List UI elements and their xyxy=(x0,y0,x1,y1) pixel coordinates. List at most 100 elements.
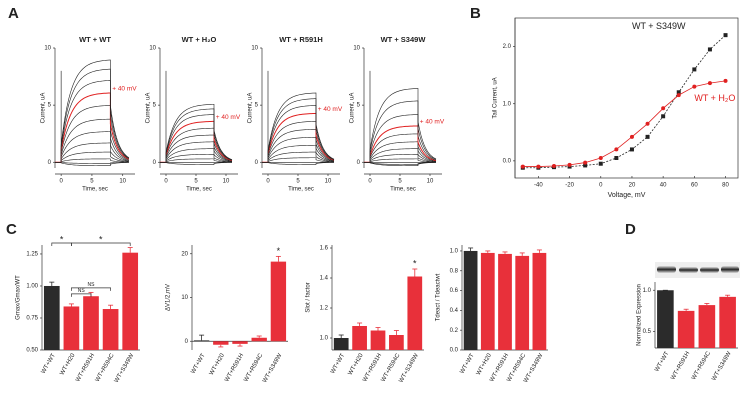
y-tick-label: 10 xyxy=(251,46,258,52)
bar xyxy=(213,341,229,345)
current-trace xyxy=(262,136,335,163)
significance: NS xyxy=(88,282,96,288)
x-tick-label: WT+WT xyxy=(330,353,346,375)
x-axis-label: Voltage, mV xyxy=(608,192,646,199)
x-tick-label: WT+WT xyxy=(190,353,206,375)
significance: * xyxy=(60,234,64,244)
x-tick-label: 0 xyxy=(164,179,168,185)
y-tick-label: 1.6 xyxy=(320,246,329,252)
y-tick-label: 0.0 xyxy=(503,158,512,164)
x-tick-label: 10 xyxy=(119,179,126,185)
marker xyxy=(629,147,634,152)
y-axis-label: Slot / factor xyxy=(306,282,312,312)
x-tick-label: 5 xyxy=(296,179,300,185)
x-axis-label: Time, sec xyxy=(390,187,416,193)
marker xyxy=(707,81,712,86)
current-trace xyxy=(160,141,233,163)
marker xyxy=(661,114,666,119)
marker xyxy=(692,84,697,89)
x-tick-label: WT+S349W xyxy=(711,351,733,382)
current-trace xyxy=(262,92,335,163)
marker xyxy=(536,164,541,169)
x-tick-label: 0 xyxy=(266,179,270,185)
y-tick-label: 0.8 xyxy=(450,268,459,274)
y-tick-label: 0 xyxy=(153,160,157,166)
current-trace xyxy=(160,158,233,163)
y-tick-label: 5 xyxy=(153,103,157,109)
significance-bracket xyxy=(71,287,111,291)
x-tick-label: WT+WT xyxy=(41,353,57,375)
y-axis-label: Tail Current, uA xyxy=(493,77,499,118)
annotation: + 40 mV xyxy=(420,118,445,125)
marker xyxy=(661,106,666,111)
current-trace xyxy=(55,59,130,163)
current-trace xyxy=(160,148,233,163)
x-tick-label: 0 xyxy=(368,179,372,185)
y-axis-label: Current, uA xyxy=(350,93,356,124)
x-tick-label: 80 xyxy=(722,183,729,189)
current-trace xyxy=(160,114,233,163)
blot-band xyxy=(657,266,676,273)
current-trace xyxy=(160,154,233,163)
current-trace xyxy=(55,80,129,163)
x-tick-label: 10 xyxy=(427,179,434,185)
bar xyxy=(83,296,99,350)
x-tick-label: -40 xyxy=(534,183,543,189)
x-tick-label: WT+R591H xyxy=(362,353,383,383)
current-trace xyxy=(55,118,129,163)
x-tick-label: 10 xyxy=(223,179,230,185)
y-tick-label: 5 xyxy=(357,103,361,109)
x-tick-label: WT+WT xyxy=(654,351,670,373)
current-trace xyxy=(364,148,437,163)
x-tick-label: 0 xyxy=(59,179,63,185)
bar xyxy=(677,310,695,348)
current-trace xyxy=(364,133,437,163)
bar xyxy=(193,340,210,342)
x-tick-label: WT+H20 xyxy=(476,352,493,376)
x-axis-label: Time, sec xyxy=(186,187,212,193)
panel-label: D xyxy=(625,221,636,238)
y-tick-label: 1.0 xyxy=(503,101,512,107)
bar xyxy=(463,250,478,350)
marker xyxy=(723,33,728,38)
bar xyxy=(251,337,267,342)
y-tick-label: 0 xyxy=(357,160,361,166)
current-trace xyxy=(262,112,335,163)
series-line xyxy=(522,34,726,169)
y-tick-label: 0.4 xyxy=(450,308,459,314)
y-axis-label: Current, uA xyxy=(248,93,254,124)
x-tick-label: 5 xyxy=(194,179,198,185)
current-trace xyxy=(55,161,129,164)
y-tick-label: 0.5 xyxy=(643,329,652,335)
marker xyxy=(723,78,728,83)
x-tick-label: WT+H20 xyxy=(209,352,226,376)
y-axis-label: ΔV1/2,mV xyxy=(166,284,172,311)
y-tick-label: 0 xyxy=(48,160,52,166)
current-trace xyxy=(262,121,335,163)
bar xyxy=(352,326,367,350)
x-tick-label: -20 xyxy=(565,183,574,189)
blot-band xyxy=(700,267,719,273)
bar xyxy=(719,296,736,348)
current-trace xyxy=(55,92,130,163)
bar xyxy=(657,290,674,348)
current-trace xyxy=(364,125,437,163)
y-tick-label: 0.50 xyxy=(26,348,38,354)
x-tick-label: WT+R594C xyxy=(381,352,402,383)
y-tick-label: 0 xyxy=(255,160,259,166)
bar xyxy=(43,285,60,350)
significance: * xyxy=(99,234,103,244)
bar xyxy=(515,255,530,350)
x-axis-label: Time, sec xyxy=(82,187,108,193)
x-axis-label: Time, sec xyxy=(288,187,314,193)
current-trace xyxy=(364,100,437,163)
y-axis-label: Normalized Expression xyxy=(637,284,643,346)
x-tick-label: 40 xyxy=(660,183,667,189)
x-tick-label: 20 xyxy=(629,183,636,189)
panel-label: A xyxy=(8,5,19,22)
marker xyxy=(614,147,619,152)
current-trace xyxy=(55,161,129,166)
y-axis-label: Current, uA xyxy=(146,93,152,124)
